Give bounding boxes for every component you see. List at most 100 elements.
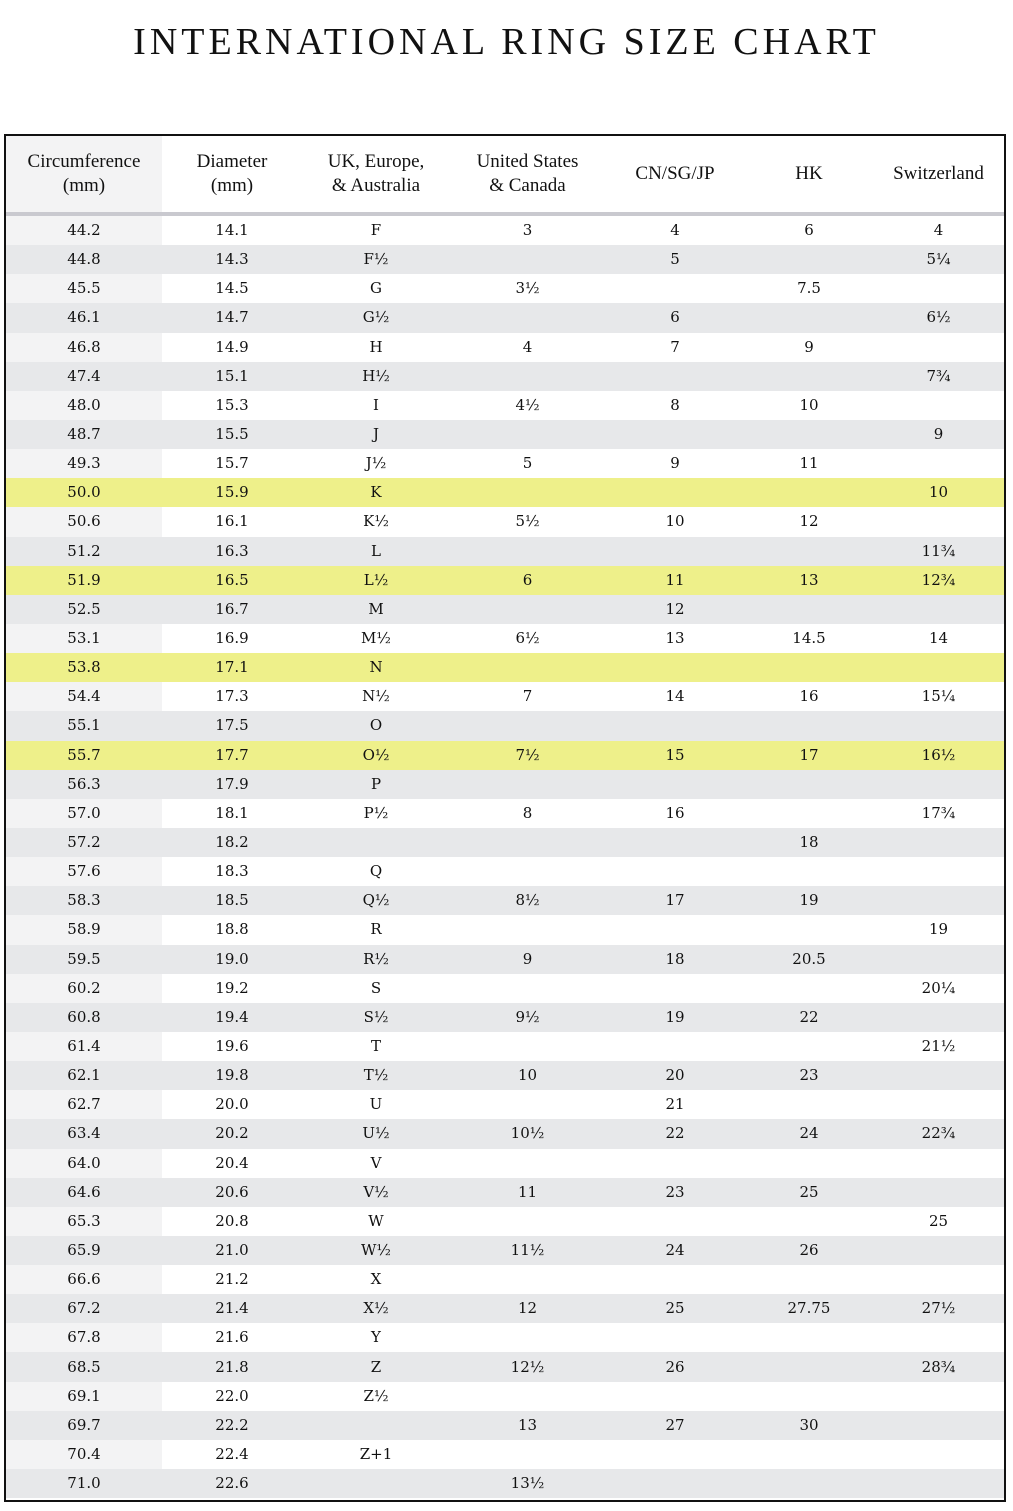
table-row: 52.5 16.7 M 12 <box>6 594 1004 624</box>
table-row: 71.0 22.6 13½ <box>6 1469 1004 1499</box>
cell-diameter: 22.0 <box>162 1381 302 1411</box>
cell-switzerland: 6½ <box>873 303 1004 333</box>
cell-hk <box>745 1031 873 1062</box>
cell-hk: 25 <box>745 1177 873 1207</box>
cell-circumference: 55.1 <box>6 711 162 741</box>
cell-hk <box>745 653 873 683</box>
header-row: Circumference (mm) Diameter (mm) UK, Europ… <box>6 136 1004 216</box>
cell-cn <box>605 653 745 683</box>
cell-hk <box>745 245 873 275</box>
cell-uk: Q½ <box>302 886 450 916</box>
cell-hk <box>745 915 873 945</box>
cell-uk: U½ <box>302 1119 450 1149</box>
cell-cn <box>605 711 745 741</box>
header-us: United States & Canada <box>450 136 605 216</box>
cell-switzerland <box>873 1061 1004 1091</box>
cell-switzerland: 11¾ <box>873 536 1004 566</box>
cell-uk: V <box>302 1148 450 1178</box>
cell-diameter: 17.1 <box>162 653 302 683</box>
cell-circumference: 56.3 <box>6 769 162 799</box>
cell-switzerland <box>873 1235 1004 1266</box>
cell-uk: N½ <box>302 682 450 712</box>
header-cn: CN/SG/JP <box>605 136 745 216</box>
header-circumference: Circumference (mm) <box>6 136 162 216</box>
cell-diameter: 19.0 <box>162 944 302 974</box>
cell-switzerland <box>873 1177 1004 1207</box>
cell-hk: 13 <box>745 565 873 595</box>
cell-us <box>450 1031 605 1062</box>
cell-hk <box>745 1352 873 1382</box>
table-row: 61.4 19.6 T 21½ <box>6 1031 1004 1062</box>
cell-cn <box>605 915 745 945</box>
cell-cn <box>605 973 745 1003</box>
cell-cn: 8 <box>605 390 745 420</box>
table-row: 69.7 22.2 13 27 30 <box>6 1410 1004 1440</box>
cell-circumference: 64.0 <box>6 1148 162 1178</box>
table-row: 67.2 21.4 X½ 12 25 27.75 27½ <box>6 1294 1004 1324</box>
cell-us <box>450 419 605 450</box>
cell-switzerland: 21½ <box>873 1031 1004 1062</box>
cell-switzerland: 4 <box>873 214 1004 246</box>
cell-circumference: 57.6 <box>6 857 162 887</box>
cell-diameter: 20.6 <box>162 1177 302 1207</box>
cell-us: 7½ <box>450 740 605 770</box>
cell-switzerland <box>873 1469 1004 1499</box>
cell-hk: 27.75 <box>745 1294 873 1324</box>
cell-circumference: 70.4 <box>6 1439 162 1470</box>
cell-hk <box>745 419 873 450</box>
cell-diameter: 21.0 <box>162 1235 302 1266</box>
cell-uk: P <box>302 769 450 799</box>
cell-uk: X <box>302 1265 450 1295</box>
cell-diameter: 22.4 <box>162 1439 302 1470</box>
cell-diameter: 20.2 <box>162 1119 302 1149</box>
cell-diameter: 17.5 <box>162 711 302 741</box>
cell-us: 3½ <box>450 274 605 304</box>
cell-uk: M½ <box>302 623 450 654</box>
cell-hk <box>745 1265 873 1295</box>
cell-hk <box>745 1439 873 1470</box>
cell-us <box>450 1323 605 1353</box>
cell-uk: S <box>302 973 450 1003</box>
cell-cn: 9 <box>605 449 745 479</box>
cell-circumference: 69.1 <box>6 1381 162 1411</box>
cell-hk: 18 <box>745 827 873 858</box>
cell-uk: F <box>302 214 450 246</box>
cell-us <box>450 857 605 887</box>
cell-diameter: 19.6 <box>162 1031 302 1062</box>
table-row: 45.5 14.5 G 3½ 7.5 <box>6 274 1004 304</box>
cell-switzerland: 15¼ <box>873 682 1004 712</box>
cell-us: 3 <box>450 214 605 246</box>
cell-circumference: 48.7 <box>6 419 162 450</box>
cell-hk <box>745 594 873 624</box>
cell-cn <box>605 1148 745 1178</box>
cell-uk: T½ <box>302 1061 450 1091</box>
cell-switzerland: 22¾ <box>873 1119 1004 1149</box>
cell-switzerland: 12¾ <box>873 565 1004 595</box>
cell-hk <box>745 1469 873 1499</box>
cell-hk: 12 <box>745 507 873 537</box>
cell-uk: S½ <box>302 1002 450 1032</box>
cell-uk: G <box>302 274 450 304</box>
cell-us: 6½ <box>450 623 605 654</box>
cell-diameter: 14.9 <box>162 332 302 362</box>
cell-uk: G½ <box>302 303 450 333</box>
cell-hk: 11 <box>745 449 873 479</box>
cell-diameter: 18.1 <box>162 798 302 828</box>
cell-us <box>450 245 605 275</box>
table-row: 55.7 17.7 O½ 7½ 15 17 16½ <box>6 740 1004 770</box>
cell-cn: 23 <box>605 1177 745 1207</box>
cell-switzerland: 16½ <box>873 740 1004 770</box>
table-row: 66.6 21.2 X <box>6 1265 1004 1295</box>
cell-switzerland <box>873 390 1004 420</box>
cell-uk: O <box>302 711 450 741</box>
table-row: 67.8 21.6 Y <box>6 1323 1004 1353</box>
table-row: 50.0 15.9 K 10 <box>6 478 1004 508</box>
cell-uk: F½ <box>302 245 450 275</box>
cell-cn: 26 <box>605 1352 745 1382</box>
table-row: 56.3 17.9 P <box>6 769 1004 799</box>
cell-us: 13 <box>450 1410 605 1440</box>
cell-circumference: 50.0 <box>6 478 162 508</box>
cell-circumference: 62.1 <box>6 1061 162 1091</box>
cell-uk <box>302 827 450 858</box>
cell-hk: 20.5 <box>745 944 873 974</box>
